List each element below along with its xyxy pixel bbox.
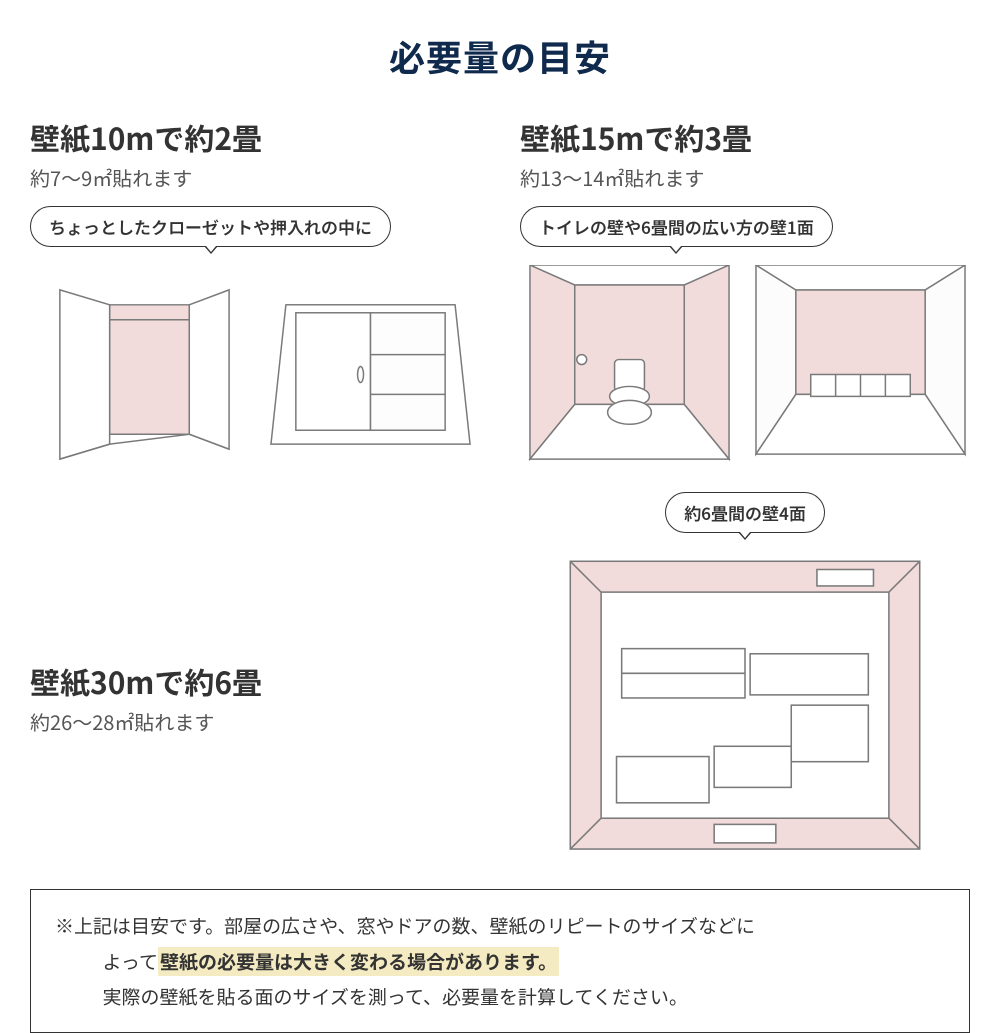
bubble-30m: 約6畳間の壁4面 xyxy=(665,492,825,533)
note-line1: ※上記は目安です。部屋の広さや、窓やドアの数、壁紙のリピートのサイズなどに xyxy=(55,908,945,943)
note-line3: 実際の壁紙を貼る面のサイズを測って、必要量を計算してください。 xyxy=(55,979,945,1014)
page-title: 必要量の目安 xyxy=(30,30,970,82)
note-line2: よって壁紙の必要量は大きく変わる場合があります。 xyxy=(55,944,945,979)
subheading-15m: 約13～14㎡貼れます xyxy=(520,163,970,192)
note-line2-pre: よって xyxy=(103,948,158,975)
subheading-10m: 約7～9㎡貼れます xyxy=(30,163,480,192)
illustration-closet xyxy=(30,265,249,464)
heading-15m: 壁紙15mで約3畳 xyxy=(520,118,970,157)
bubble-10m: ちょっとしたクローゼットや押入れの中に xyxy=(30,206,391,247)
bubble-15m: トイレの壁や6畳間の広い方の壁1面 xyxy=(520,206,833,247)
note-box: ※上記は目安です。部屋の広さや、窓やドアの数、壁紙のリピートのサイズなどに よっ… xyxy=(30,889,970,1032)
section-15m: 壁紙15mで約3畳 約13～14㎡貼れます トイレの壁や6畳間の広い方の壁1面 xyxy=(520,118,970,464)
heading-10m: 壁紙10mで約2畳 xyxy=(30,118,480,157)
heading-30m: 壁紙30mで約6畳 xyxy=(30,662,480,701)
section-30m-text: 壁紙30mで約6畳 約26～28㎡貼れます xyxy=(30,492,480,859)
illustration-toilet xyxy=(520,265,739,464)
note-highlight: 壁紙の必要量は大きく変わる場合があります。 xyxy=(158,947,559,976)
sections-grid: 壁紙10mで約2畳 約7～9㎡貼れます ちょっとしたクローゼットや押入れの中に xyxy=(30,118,970,859)
illustration-room-4walls xyxy=(520,551,970,859)
section-30m-illus: 約6畳間の壁4面 xyxy=(520,492,970,859)
illustration-room-onewall xyxy=(751,265,970,464)
subheading-30m: 約26～28㎡貼れます xyxy=(30,707,480,736)
section-10m: 壁紙10mで約2畳 約7～9㎡貼れます ちょっとしたクローゼットや押入れの中に xyxy=(30,118,480,464)
illustration-oshiire xyxy=(261,265,480,464)
